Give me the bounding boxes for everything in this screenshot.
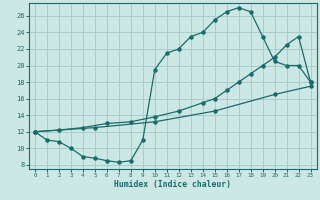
X-axis label: Humidex (Indice chaleur): Humidex (Indice chaleur): [114, 180, 231, 189]
